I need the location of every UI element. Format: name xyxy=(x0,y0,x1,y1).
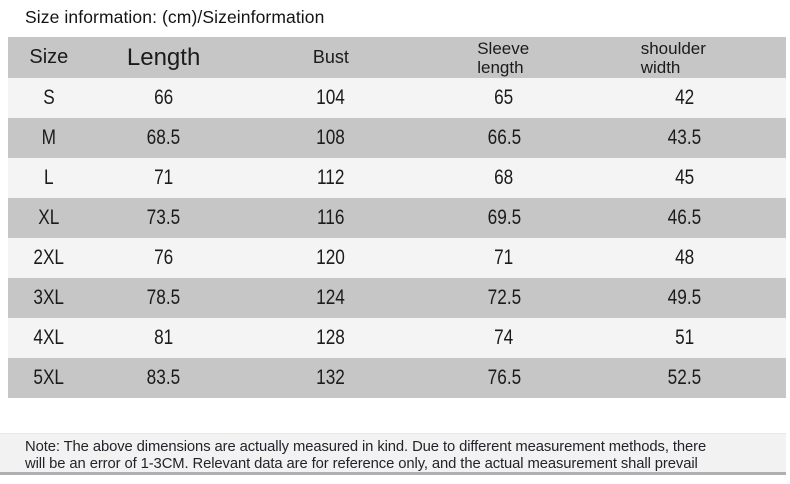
cell-size: 4XL xyxy=(33,326,65,349)
cell-length: 71 xyxy=(154,166,174,189)
table-row: 4XL 81 128 74 51 xyxy=(8,318,786,358)
table-row: S 66 104 65 42 xyxy=(8,78,786,118)
cell-bust: 120 xyxy=(316,246,346,269)
cell-length: 66 xyxy=(154,86,174,109)
table-row: M 68.5 108 66.5 43.5 xyxy=(8,118,786,158)
cell-shoulder-width: 43.5 xyxy=(668,126,702,149)
column-header-sleeve-length: Sleeve length xyxy=(424,37,583,78)
cell-shoulder-width: 45 xyxy=(675,166,695,189)
cell-bust: 104 xyxy=(316,86,346,109)
column-header-bust: Bust xyxy=(312,47,349,67)
cell-length: 83.5 xyxy=(146,366,181,389)
page-title: Size information: (cm)/Sizeinformation xyxy=(25,7,325,27)
cell-size: S xyxy=(43,86,55,109)
cell-shoulder-width: 42 xyxy=(675,86,695,109)
cell-sleeve-length: 72.5 xyxy=(487,286,521,309)
cell-sleeve-length: 68 xyxy=(494,166,514,189)
column-header-length: Length xyxy=(126,43,201,71)
column-header-sleeve-line1: Sleeve xyxy=(477,38,530,58)
cell-sleeve-length: 74 xyxy=(494,326,514,349)
cell-size: XL xyxy=(38,206,60,229)
cell-size: 5XL xyxy=(33,366,65,389)
cell-length: 81 xyxy=(154,326,174,349)
cell-length: 73.5 xyxy=(146,206,181,229)
cell-sleeve-length: 65 xyxy=(494,86,514,109)
cell-shoulder-width: 46.5 xyxy=(668,206,702,229)
cell-length: 76 xyxy=(154,246,174,269)
cell-size: M xyxy=(41,126,57,149)
cell-size: 2XL xyxy=(33,246,65,269)
cell-sleeve-length: 66.5 xyxy=(487,126,521,149)
cell-bust: 132 xyxy=(316,366,346,389)
cell-bust: 128 xyxy=(316,326,346,349)
column-header-size: Size xyxy=(29,46,69,68)
cell-length: 78.5 xyxy=(146,286,181,309)
cell-shoulder-width: 48 xyxy=(675,246,695,269)
cell-sleeve-length: 76.5 xyxy=(487,366,521,389)
column-header-sleeve-line2: length xyxy=(477,57,524,77)
table-row: XL 73.5 116 69.5 46.5 xyxy=(8,198,786,238)
measurement-note-line2: will be an error of 1-3CM. Relevant data… xyxy=(25,455,698,472)
table-row: L 71 112 68 45 xyxy=(8,158,786,198)
cell-bust: 112 xyxy=(317,166,345,189)
measurement-note: Note: The above dimensions are actually … xyxy=(0,433,786,475)
cell-length: 68.5 xyxy=(146,126,181,149)
size-table: Size Length Bust Sleeve length shoulder … xyxy=(8,37,786,398)
cell-bust: 108 xyxy=(316,126,346,149)
cell-bust: 116 xyxy=(317,206,345,229)
table-row: 5XL 83.5 132 76.5 52.5 xyxy=(8,358,786,398)
cell-sleeve-length: 69.5 xyxy=(487,206,521,229)
table-row: 3XL 78.5 124 72.5 49.5 xyxy=(8,278,786,318)
cell-size: L xyxy=(44,166,54,189)
cell-sleeve-length: 71 xyxy=(494,246,514,269)
cell-shoulder-width: 52.5 xyxy=(668,366,702,389)
cell-bust: 124 xyxy=(316,286,346,309)
column-header-shoulder-line2: width xyxy=(640,57,681,77)
cell-shoulder-width: 51 xyxy=(675,326,695,349)
table-header-row: Size Length Bust Sleeve length shoulder … xyxy=(8,37,786,78)
column-header-shoulder-width: shoulder width xyxy=(584,37,786,78)
table-row: 2XL 76 120 71 48 xyxy=(8,238,786,278)
measurement-note-line1: Note: The above dimensions are actually … xyxy=(25,439,707,455)
column-header-shoulder-line1: shoulder xyxy=(640,38,706,58)
cell-shoulder-width: 49.5 xyxy=(668,286,702,309)
cell-size: 3XL xyxy=(33,286,65,309)
